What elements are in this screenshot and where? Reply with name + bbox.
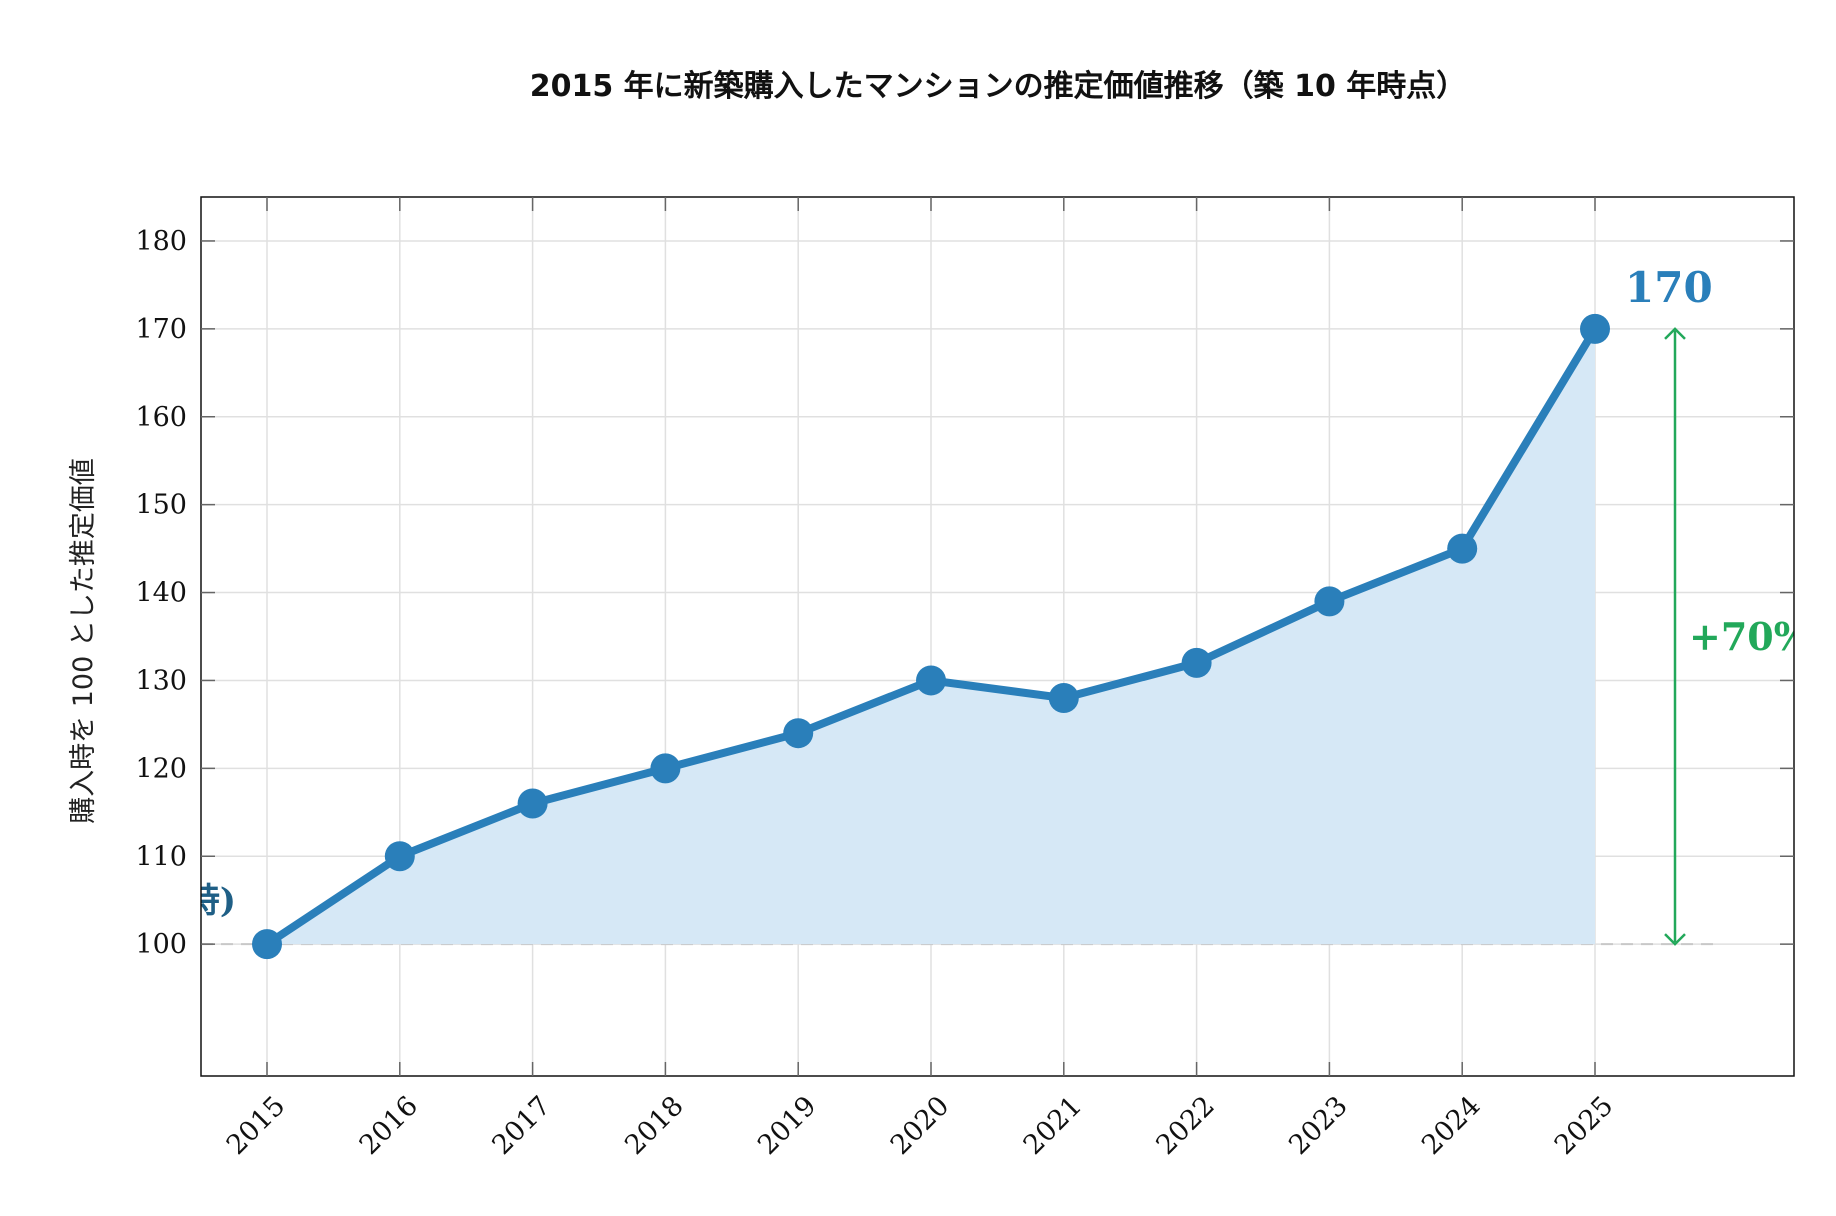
arrow-head-down <box>1664 933 1686 946</box>
data-point <box>1580 313 1610 344</box>
x-tick-label: 2022 <box>1150 1090 1221 1161</box>
y-ticks: 100 110 120 130 140 150 160 170 180 <box>135 226 1794 960</box>
x-tick-label: 2017 <box>486 1090 557 1161</box>
y-tick-label: 170 <box>135 314 187 345</box>
chart-title: 2015 年に新築購入したマンションの推定価値推移（築 10 年時点） <box>530 69 1467 104</box>
y-tick-label: 130 <box>135 665 187 696</box>
x-tick-label: 2023 <box>1283 1090 1354 1161</box>
data-point <box>1181 647 1212 678</box>
y-tick-label: 180 <box>135 226 187 257</box>
x-tick-label: 2024 <box>1416 1090 1487 1161</box>
data-point <box>650 753 681 784</box>
arrow-head-up <box>1664 327 1686 340</box>
area-fill <box>267 328 1595 945</box>
data-point <box>916 665 946 696</box>
x-tick-label: 2021 <box>1018 1090 1089 1161</box>
data-point <box>1447 533 1478 564</box>
data-point <box>384 841 415 872</box>
x-tick-label: 2016 <box>354 1090 425 1161</box>
change-label: +70% <box>1689 614 1810 659</box>
x-tick-label: 2020 <box>885 1090 956 1161</box>
y-tick-label: 150 <box>135 490 187 521</box>
data-point <box>252 929 282 960</box>
y-tick-label: 140 <box>135 578 187 609</box>
data-point <box>1314 586 1345 617</box>
area-fill-group <box>267 328 1595 945</box>
series-marks <box>252 313 1610 960</box>
y-tick-label: 120 <box>135 753 187 784</box>
data-point <box>783 718 814 749</box>
annotations: (購入時) 170 +70% <box>102 263 1810 946</box>
data-point <box>517 788 548 819</box>
y-axis-label: 購入時を 100 とした推定価値 <box>68 458 99 824</box>
x-tick-label: 2019 <box>752 1090 823 1161</box>
x-tick-label: 2018 <box>619 1090 690 1161</box>
y-tick-label: 160 <box>135 402 187 433</box>
plot-frame <box>200 196 1795 1077</box>
start-label: (購入時) <box>102 881 236 921</box>
x-tick-label: 2015 <box>221 1090 292 1161</box>
x-tick-label: 2025 <box>1549 1090 1620 1161</box>
end-value-label: 170 <box>1625 263 1713 312</box>
y-tick-label: 100 <box>135 929 187 960</box>
data-point <box>1048 683 1079 714</box>
y-tick-label: 110 <box>135 841 187 872</box>
